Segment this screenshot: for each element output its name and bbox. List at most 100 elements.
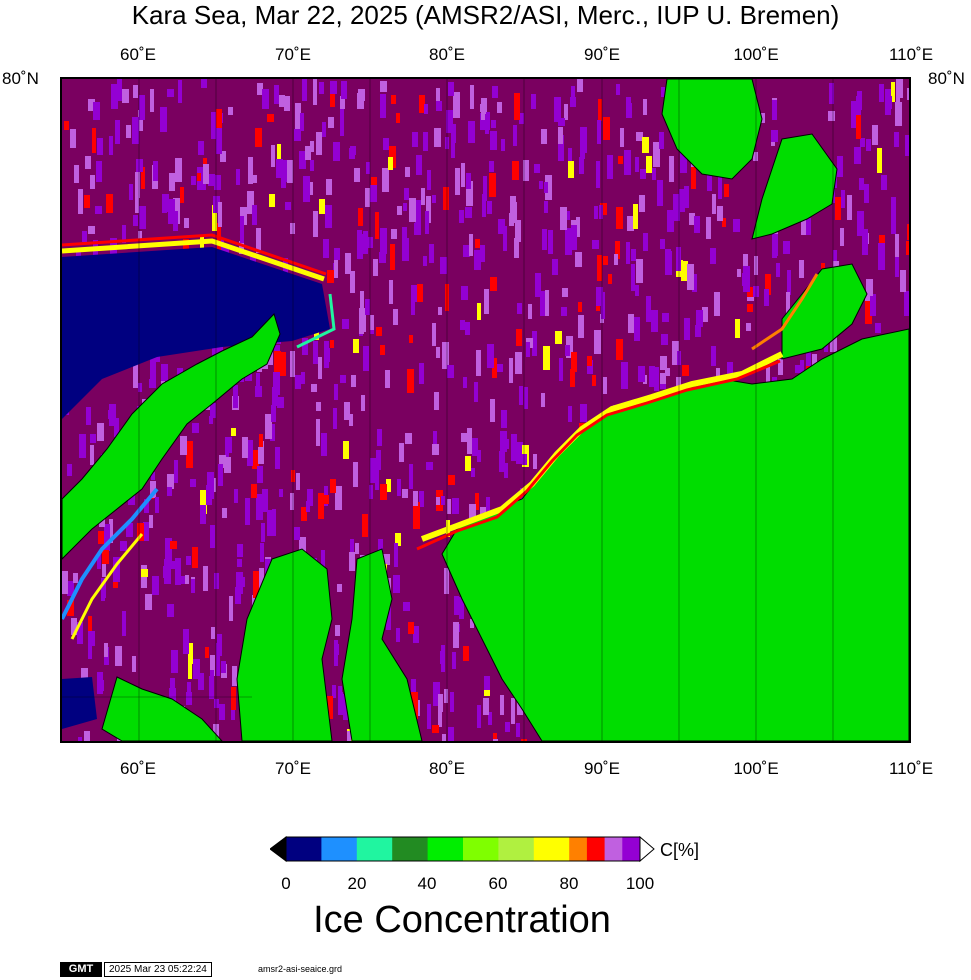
top-lon-label-80: 80˚E [429, 45, 465, 64]
ice-texture-cell [265, 414, 272, 439]
ice-texture-cell [345, 253, 351, 274]
ice-texture-cell [290, 493, 294, 510]
ice-texture-cell [139, 95, 145, 120]
ice-texture-cell [296, 473, 300, 490]
ice-texture-cell [576, 217, 580, 237]
ice-texture-cell [115, 120, 120, 144]
ice-texture-cell [376, 327, 382, 336]
ice-texture-cell [425, 211, 429, 234]
ice-texture-cell [423, 256, 427, 266]
ice-texture-cell [905, 135, 909, 156]
ice-texture-cell [408, 622, 414, 634]
ice-texture-cell [299, 151, 306, 169]
marginal-ice-fringe-orange [751, 273, 819, 351]
ice-texture-cell [311, 384, 317, 392]
ice-texture-cell [480, 113, 485, 130]
ice-texture-cell [402, 227, 407, 239]
ice-texture-cell [524, 387, 528, 409]
ice-texture-cell [198, 141, 204, 155]
ice-texture-cell [282, 160, 288, 182]
ice-texture-cell [145, 594, 152, 610]
severnaya-zemlya-land [661, 79, 763, 180]
ice-texture-cell [516, 442, 523, 459]
colorbar-tick-0: 0 [281, 874, 291, 893]
colorbar-bin-10 [604, 837, 623, 861]
ice-texture-cell [710, 248, 716, 264]
ice-texture-cell [210, 403, 216, 418]
ice-texture-cell [163, 566, 167, 578]
ice-texture-cell [328, 117, 334, 128]
ice-texture-cell [231, 428, 236, 436]
ice-texture-cell [519, 386, 523, 405]
ice-texture-cell [357, 234, 363, 259]
ice-texture-cell [854, 147, 861, 164]
ice-texture-cell [310, 141, 314, 152]
ice-texture-cell [660, 356, 667, 370]
ice-texture-cell [257, 83, 263, 95]
ice-texture-cell [229, 596, 233, 621]
ice-texture-cell [626, 242, 630, 264]
ice-texture-cell [633, 204, 638, 229]
ice-texture-cell [370, 315, 374, 330]
ice-texture-cell [180, 187, 184, 203]
ice-texture-cell [193, 659, 200, 679]
ice-texture-cell [662, 313, 669, 322]
ice-texture-cell [84, 195, 90, 208]
ice-texture-cell [441, 645, 445, 672]
ice-texture-cell [490, 399, 495, 422]
ice-texture-cell [806, 218, 811, 235]
ice-texture-cell [216, 643, 222, 654]
ice-texture-cell [488, 712, 492, 725]
ice-texture-cell [88, 226, 95, 234]
ice-texture-cell [764, 289, 769, 306]
ice-texture-cell [486, 497, 490, 523]
colorbar-bin-6 [498, 837, 535, 861]
ice-texture-cell [711, 346, 716, 366]
ice-texture-cell [267, 510, 272, 536]
ice-texture-cell [891, 197, 896, 219]
ice-texture-cell [240, 216, 244, 243]
ice-texture-cell [879, 84, 884, 102]
ice-texture-cell [580, 127, 587, 153]
ice-texture-cell [306, 501, 310, 512]
ice-texture-cell [185, 575, 189, 584]
ice-texture-cell [565, 345, 570, 356]
ice-texture-cell [97, 138, 103, 155]
ice-texture-cell [136, 159, 143, 172]
ice-texture-cell [256, 373, 260, 391]
ice-texture-cell [564, 104, 568, 120]
ice-texture-cell [442, 734, 446, 741]
ice-texture-cell [600, 203, 607, 215]
ice-texture-cell [133, 85, 138, 98]
ice-texture-cell [417, 284, 423, 302]
ice-texture-cell [627, 216, 634, 231]
ice-texture-cell [256, 228, 261, 253]
ice-texture-cell [162, 194, 169, 212]
ice-texture-cell [640, 169, 646, 179]
ice-texture-cell [680, 150, 687, 173]
ice-texture-cell [626, 97, 631, 106]
ice-texture-cell [643, 233, 648, 251]
ice-texture-cell [222, 508, 227, 518]
ice-texture-cell [485, 114, 489, 134]
ice-texture-cell [180, 576, 185, 584]
ice-texture-cell [467, 428, 472, 454]
ice-texture-cell [571, 86, 575, 105]
ice-texture-cell [621, 362, 628, 389]
ice-texture-cell [534, 164, 540, 173]
top-lon-label-110: 110˚E [888, 45, 934, 64]
ice-texture-cell [436, 347, 440, 358]
ice-texture-cell [152, 576, 159, 595]
ice-texture-cell [279, 95, 285, 107]
ice-texture-cell [596, 287, 603, 306]
ice-texture-cell [197, 178, 202, 190]
ice-texture-cell [594, 206, 598, 219]
gmt-logo: GMT [60, 962, 102, 977]
ice-texture-cell [895, 254, 899, 277]
ice-texture-cell [149, 379, 156, 388]
ice-texture-cell [795, 365, 800, 373]
ice-texture-cell [359, 319, 364, 334]
ice-texture-cell [665, 368, 670, 376]
ice-texture-cell [274, 85, 279, 104]
ice-texture-cell [326, 696, 333, 719]
